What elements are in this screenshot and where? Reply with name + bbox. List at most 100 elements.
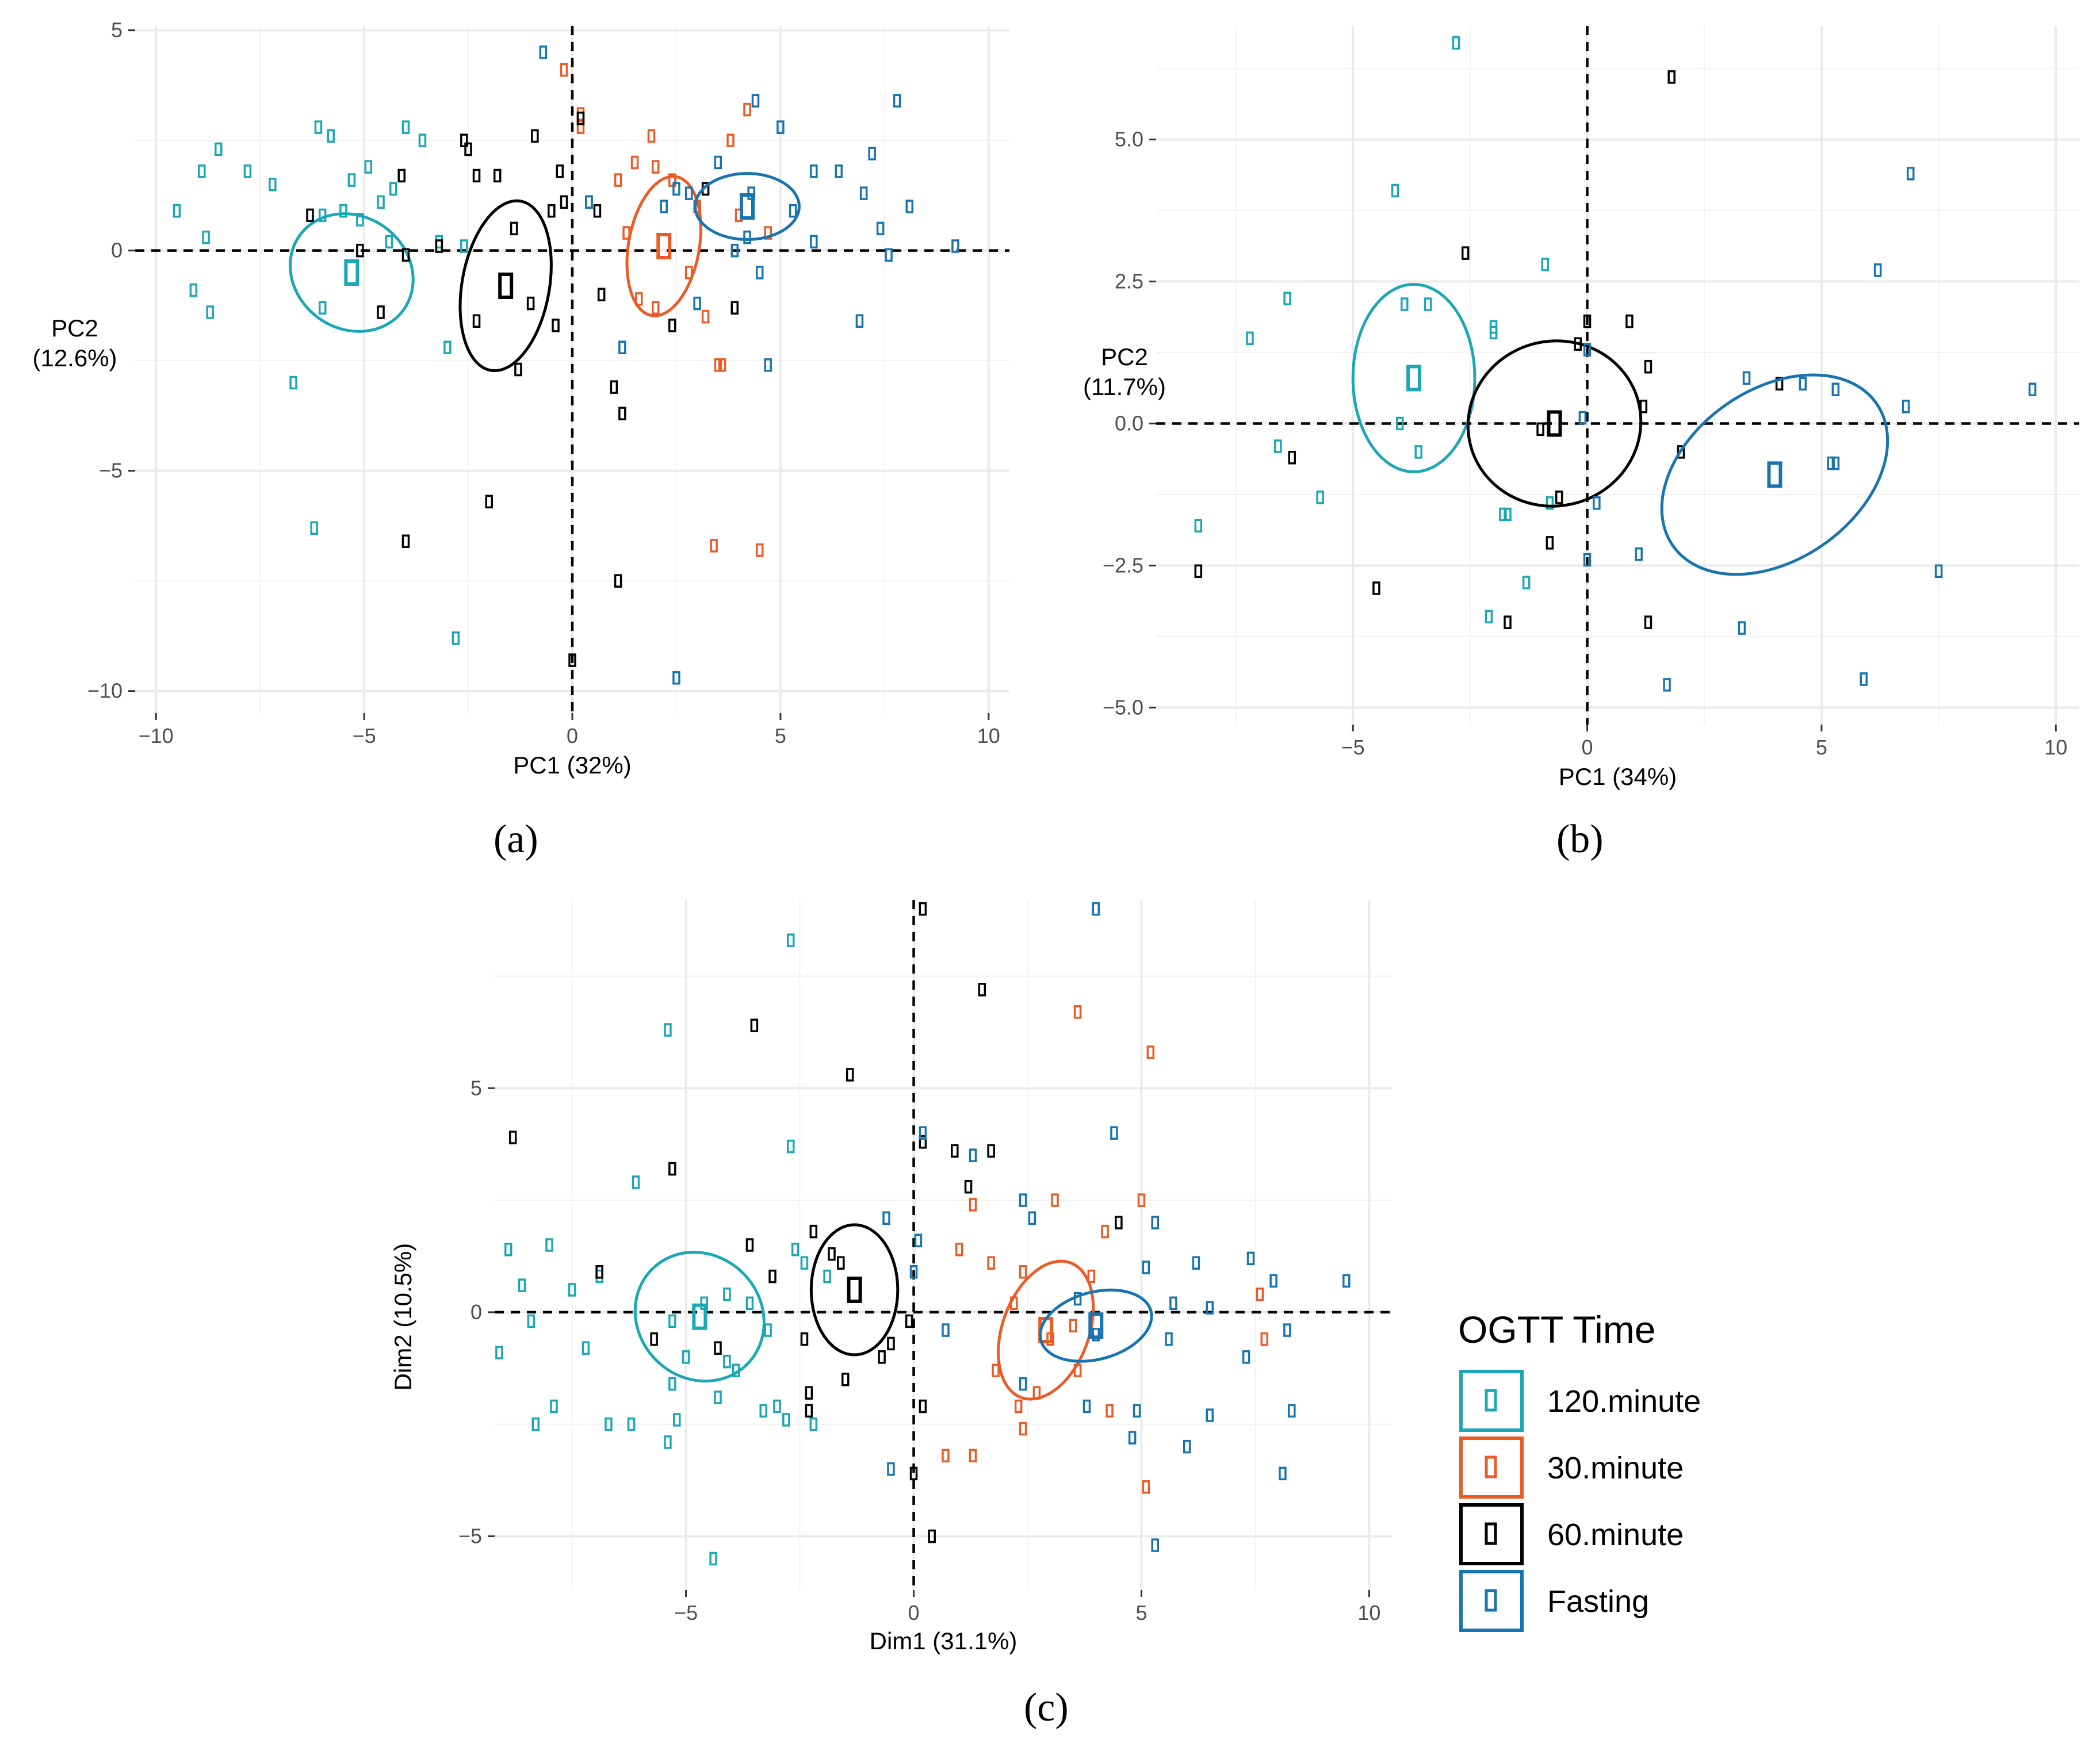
data-point-fasting	[1082, 1399, 1091, 1413]
data-point-fasting	[751, 94, 760, 108]
data-point-fasting	[1019, 1193, 1027, 1207]
centroid-60-minute	[498, 272, 514, 299]
data-point-120-minute	[443, 340, 452, 354]
data-point-120-minute	[1194, 519, 1203, 533]
data-point-fasting	[730, 243, 739, 258]
data-point-fasting	[1128, 1431, 1137, 1445]
data-point-fasting	[1206, 1301, 1214, 1315]
data-point-30-minute	[652, 301, 660, 315]
data-point-30-minute	[710, 539, 718, 553]
data-point-120-minute	[206, 305, 215, 319]
data-point-60-minute	[531, 129, 539, 143]
data-point-fasting	[1183, 1439, 1191, 1454]
data-point-30-minute	[1087, 1269, 1096, 1284]
x-tick-label: −5	[674, 1601, 698, 1625]
centroid-fasting	[1767, 461, 1782, 488]
x-tick-label: 0	[567, 724, 578, 748]
y-tick-label: 0	[111, 239, 123, 262]
data-point-120-minute	[269, 178, 277, 191]
data-point-120-minute	[327, 129, 335, 143]
data-point-120-minute	[531, 1417, 540, 1431]
data-point-fasting	[1242, 1350, 1250, 1364]
data-point-fasting	[1827, 456, 1835, 470]
x-axis-title: PC1 (34%)	[1559, 763, 1677, 790]
data-point-fasting	[1873, 263, 1882, 277]
data-point-30-minute	[969, 1198, 977, 1212]
y-tick-label: 2.5	[1115, 270, 1143, 293]
x-tick-label: 10	[1357, 1601, 1380, 1625]
data-point-fasting	[1028, 1211, 1036, 1225]
data-point-30-minute	[1142, 1480, 1150, 1494]
data-point-60-minute	[464, 142, 472, 156]
data-point-60-minute	[548, 204, 556, 218]
panel-label-b: (b)	[1556, 817, 1604, 861]
data-point-120-minute	[1499, 507, 1507, 522]
legend-label-60-minute: 60.minute	[1547, 1518, 1684, 1552]
confidence-ellipse-fasting	[1660, 373, 1889, 576]
y-axis-title: PC2 (11.7%)	[1083, 343, 1166, 400]
legend-title: OGTT Time	[1458, 1308, 1655, 1351]
data-point-30-minute	[1014, 1399, 1023, 1413]
legend-item-60-minute: 60.minute	[1459, 1503, 1684, 1565]
data-point-fasting	[1192, 1256, 1200, 1270]
data-point-60-minute	[1644, 359, 1653, 374]
data-point-fasting	[893, 94, 901, 108]
data-point-120-minute	[605, 1417, 613, 1431]
data-point-60-minute	[805, 1404, 813, 1418]
data-point-120-minute	[786, 933, 795, 947]
data-point-fasting	[810, 235, 818, 249]
data-point-120-minute	[664, 1023, 672, 1037]
data-point-fasting	[1142, 1261, 1150, 1274]
data-point-60-minute	[508, 1131, 517, 1144]
data-point-120-minute	[632, 1175, 640, 1189]
y-tick-label: 5	[471, 1076, 482, 1100]
data-point-120-minute	[401, 120, 410, 134]
data-point-fasting	[1092, 1328, 1100, 1342]
data-point-60-minute	[750, 1018, 759, 1032]
data-point-30-minute	[955, 1243, 963, 1257]
data-point-fasting	[1635, 547, 1643, 561]
data-point-30-minute	[1032, 1386, 1041, 1400]
data-point-30-minute	[1146, 1045, 1155, 1059]
data-point-120-minute	[202, 230, 210, 244]
data-point-fasting	[764, 358, 772, 372]
legend-key-marker-120-minute	[1485, 1389, 1497, 1412]
data-point-60-minute	[485, 495, 493, 509]
data-point-120-minute	[627, 1417, 636, 1431]
data-point-60-minute	[919, 1135, 927, 1149]
data-point-30-minute	[1073, 1363, 1082, 1377]
data-point-fasting	[1860, 672, 1868, 686]
data-point-120-minute	[545, 1238, 553, 1252]
data-point-120-minute	[460, 239, 468, 253]
data-point-30-minute	[1101, 1224, 1109, 1239]
data-point-fasting	[859, 186, 868, 200]
data-point-30-minute	[1019, 1265, 1027, 1279]
data-point-120-minute	[310, 521, 318, 535]
data-point-fasting	[885, 248, 893, 262]
legend-key-box-120-minute	[1459, 1370, 1524, 1432]
data-point-120-minute	[389, 182, 397, 196]
centroid-120-minute	[344, 259, 359, 286]
data-point-120-minute	[418, 133, 427, 147]
data-point-120-minute	[314, 120, 323, 134]
data-point-30-minute	[726, 133, 735, 147]
x-tick-label: −5	[1341, 735, 1365, 759]
data-point-60-minute	[1555, 491, 1563, 504]
data-point-120-minute	[452, 631, 460, 645]
data-point-60-minute	[1288, 450, 1296, 465]
data-point-fasting	[887, 1462, 895, 1476]
data-point-fasting	[789, 204, 797, 218]
data-point-120-minute	[791, 1243, 800, 1257]
data-point-30-minute	[942, 1449, 950, 1462]
confidence-ellipse-120-minute	[289, 212, 415, 333]
data-point-120-minute	[1414, 445, 1422, 459]
data-point-120-minute	[668, 1314, 676, 1328]
legend-key-box-30-minute	[1459, 1436, 1524, 1499]
data-point-fasting	[1246, 1251, 1255, 1266]
data-point-60-minute	[978, 983, 986, 997]
data-point-120-minute	[709, 1552, 717, 1566]
data-point-fasting	[914, 1233, 923, 1247]
data-point-60-minute	[841, 1373, 850, 1386]
data-point-fasting	[1165, 1332, 1173, 1346]
data-point-120-minute	[1283, 292, 1291, 305]
